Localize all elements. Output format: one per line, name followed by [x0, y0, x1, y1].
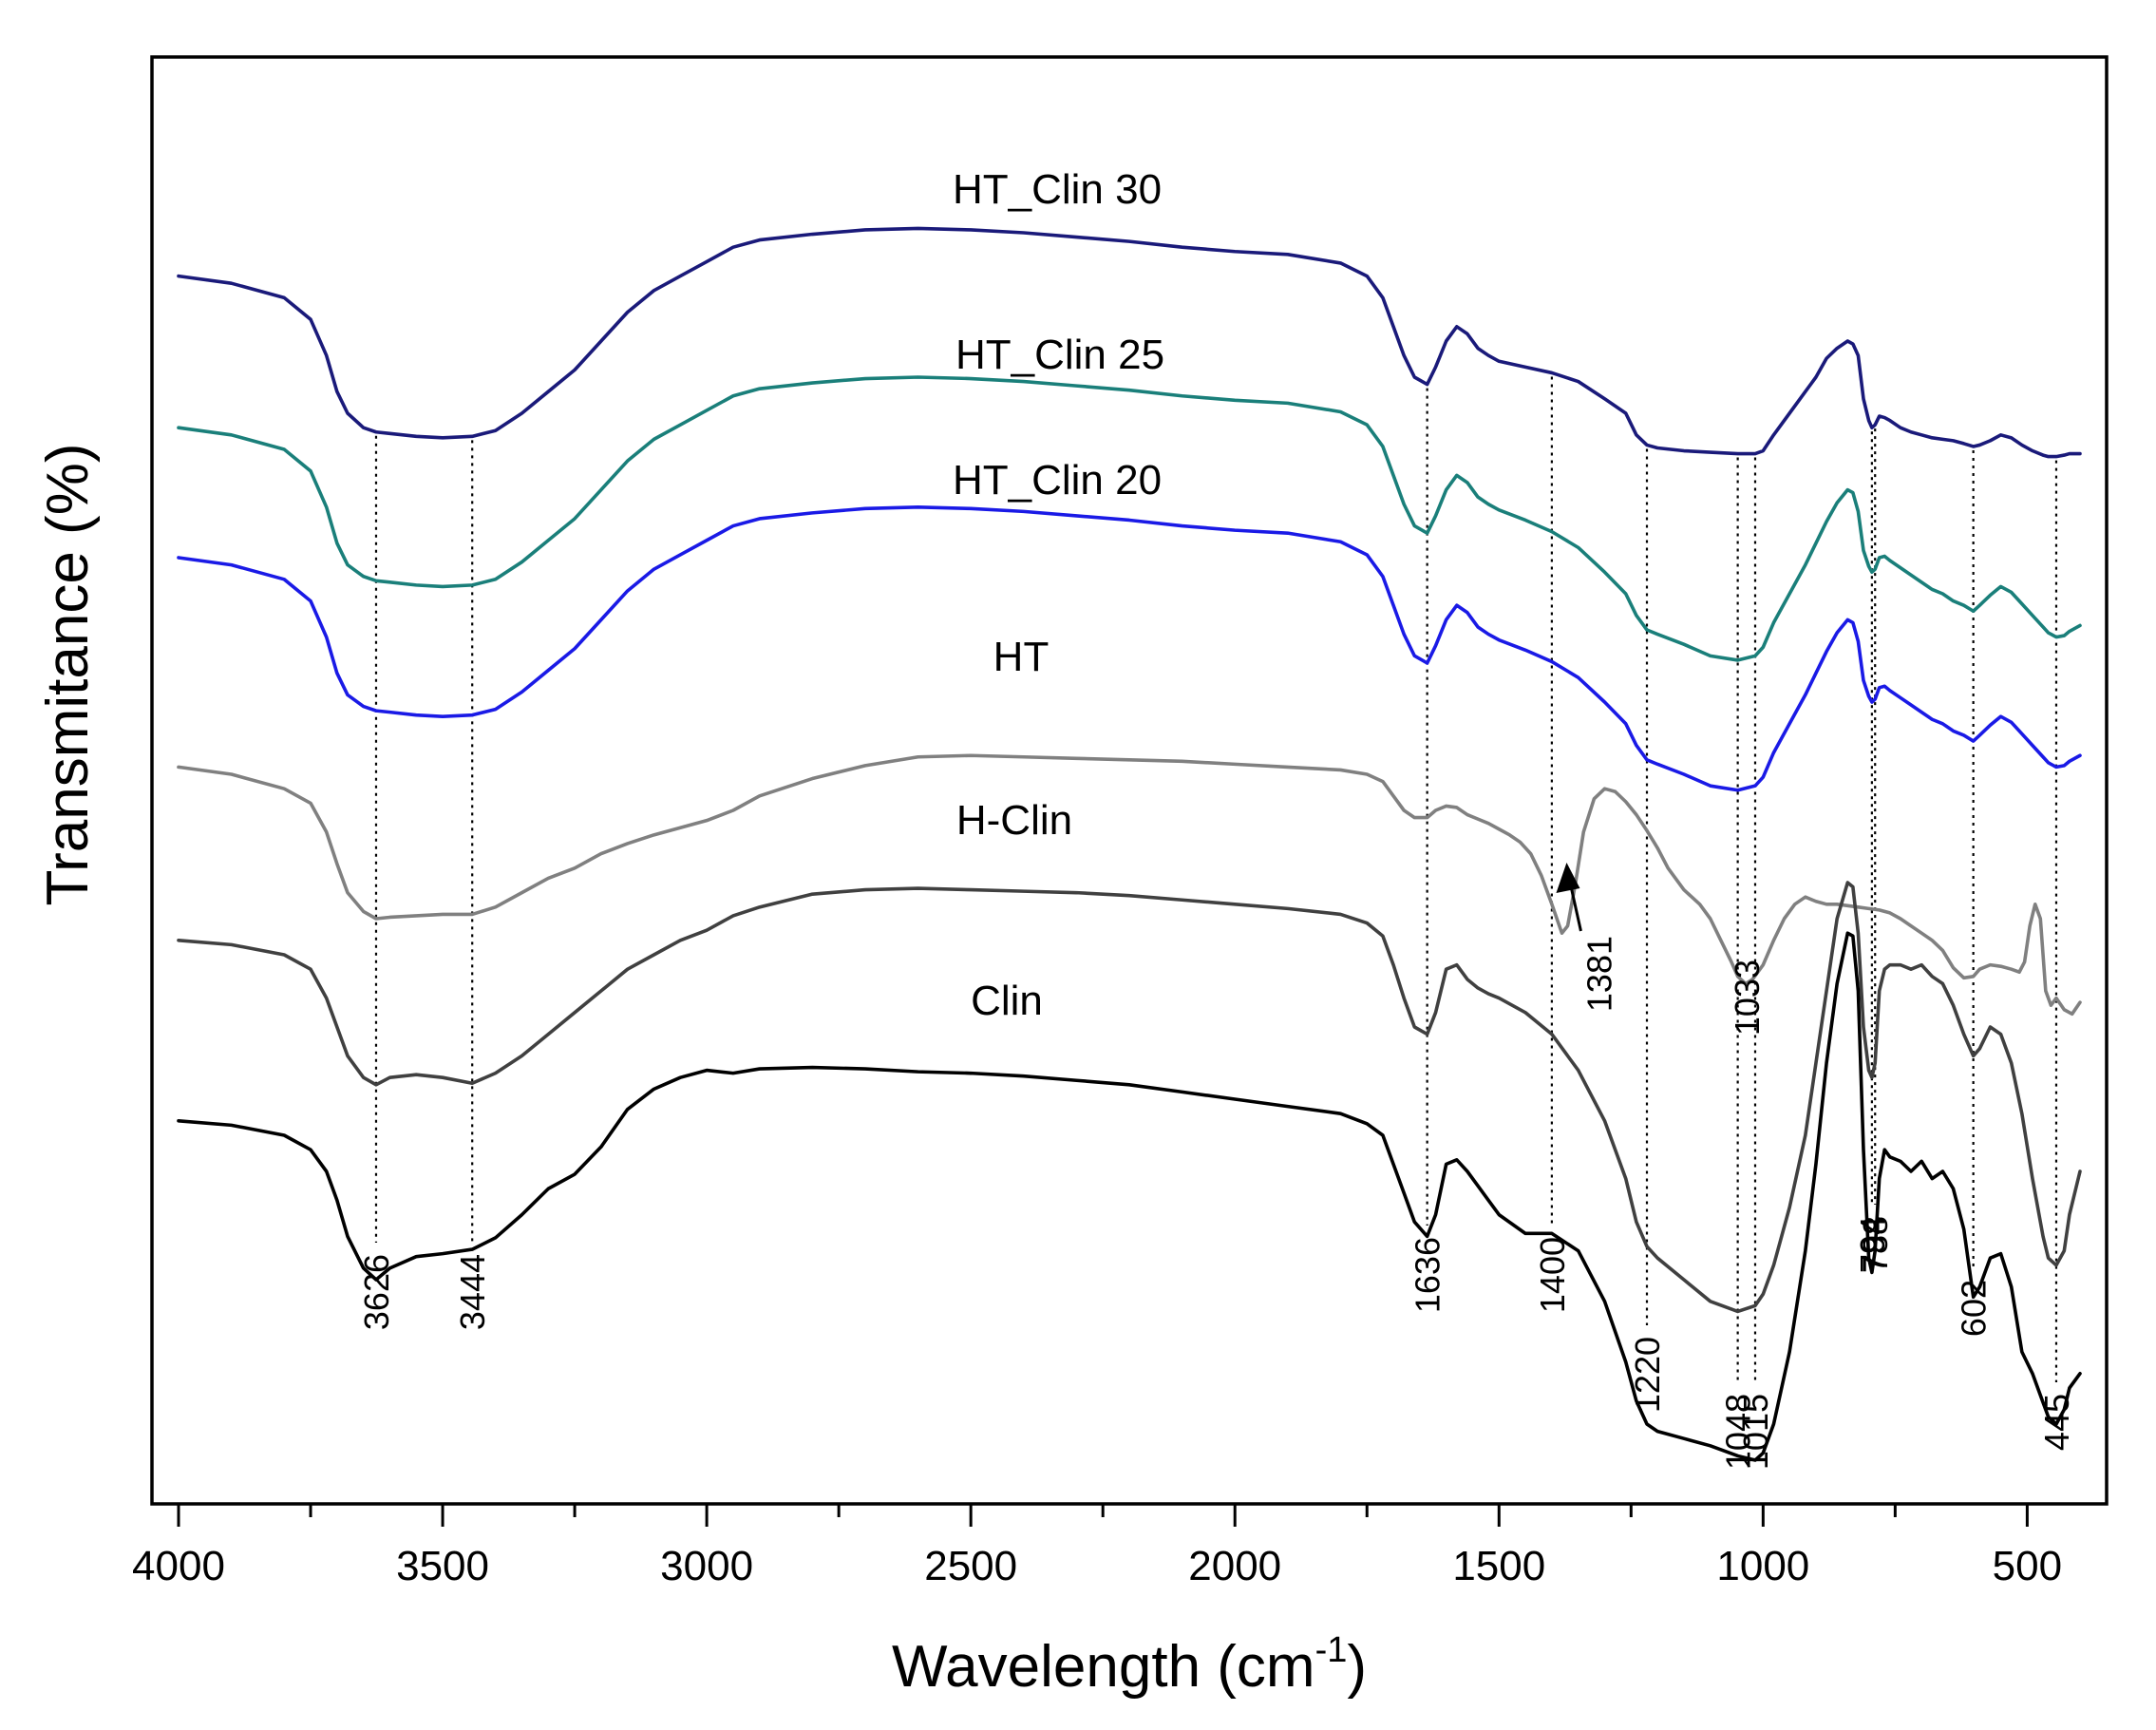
series-line	[177, 505, 2082, 792]
annotation-label: 1381	[1579, 936, 1618, 1012]
series-line	[177, 931, 2082, 1462]
annotation-arrow-head	[1556, 863, 1580, 893]
x-axis: 4000 3500 3000 2500 2000 1500 1000 500	[132, 1504, 2062, 1589]
peak-marker-label: 1636	[1409, 1237, 1447, 1313]
x-tick-label: 1000	[1716, 1543, 1809, 1589]
series-label: HT	[993, 634, 1050, 680]
x-tick-label: 2000	[1188, 1543, 1281, 1589]
plot-frame	[150, 55, 2109, 1506]
series-label: HT_Clin 30	[953, 166, 1162, 213]
x-tick-label: 2500	[924, 1543, 1017, 1589]
series-group	[177, 226, 2082, 1462]
series-label: Clin	[971, 978, 1043, 1024]
x-tick-label: 4000	[132, 1543, 225, 1589]
peak-marker-label: 788	[1856, 1216, 1895, 1273]
series-line	[177, 375, 2082, 662]
x-tick-label: 500	[1993, 1543, 2062, 1589]
x-tick-label: 1500	[1452, 1543, 1545, 1589]
x-axis-title-end: )	[1347, 1634, 1367, 1700]
peak-marker-label: 3626	[357, 1254, 396, 1330]
y-axis-title: Transmitance (%)	[35, 444, 101, 906]
peak-marker-label: 1015	[1736, 1394, 1775, 1470]
series-line	[177, 881, 2082, 1314]
x-tick-label: 3000	[660, 1543, 753, 1589]
x-axis-title: Wavelength (cm-1)	[892, 1630, 1367, 1700]
annotation-group: 1381 1033	[1556, 863, 1767, 1036]
x-tick-label: 3500	[396, 1543, 489, 1589]
series-labels: HT_Clin 30 HT_Clin 25 HT_Clin 20 HT H-Clin Cl…	[953, 166, 1164, 1024]
series-line	[177, 226, 2082, 459]
peak-marker-label: 1400	[1533, 1237, 1572, 1313]
series-label: H-Clin	[956, 797, 1072, 844]
peak-marker-label: 445	[2037, 1394, 2076, 1451]
x-axis-title-superscript: -1	[1315, 1630, 1348, 1670]
peak-marker-label: 1220	[1628, 1337, 1667, 1413]
series-label: HT_Clin 20	[953, 457, 1162, 504]
series-label: HT_Clin 25	[955, 332, 1164, 378]
x-axis-title-main: Wavelength (cm	[892, 1634, 1315, 1700]
peak-marker-label: 1048	[1719, 1394, 1758, 1470]
peak-marker-label: 794	[1853, 1216, 1892, 1273]
peak-marker-label: 3444	[453, 1254, 492, 1330]
peak-lines	[374, 376, 2058, 1382]
peak-marker-label: 602	[1955, 1280, 1994, 1337]
series-line	[177, 753, 2082, 1017]
annotation-label: 1033	[1728, 960, 1767, 1036]
